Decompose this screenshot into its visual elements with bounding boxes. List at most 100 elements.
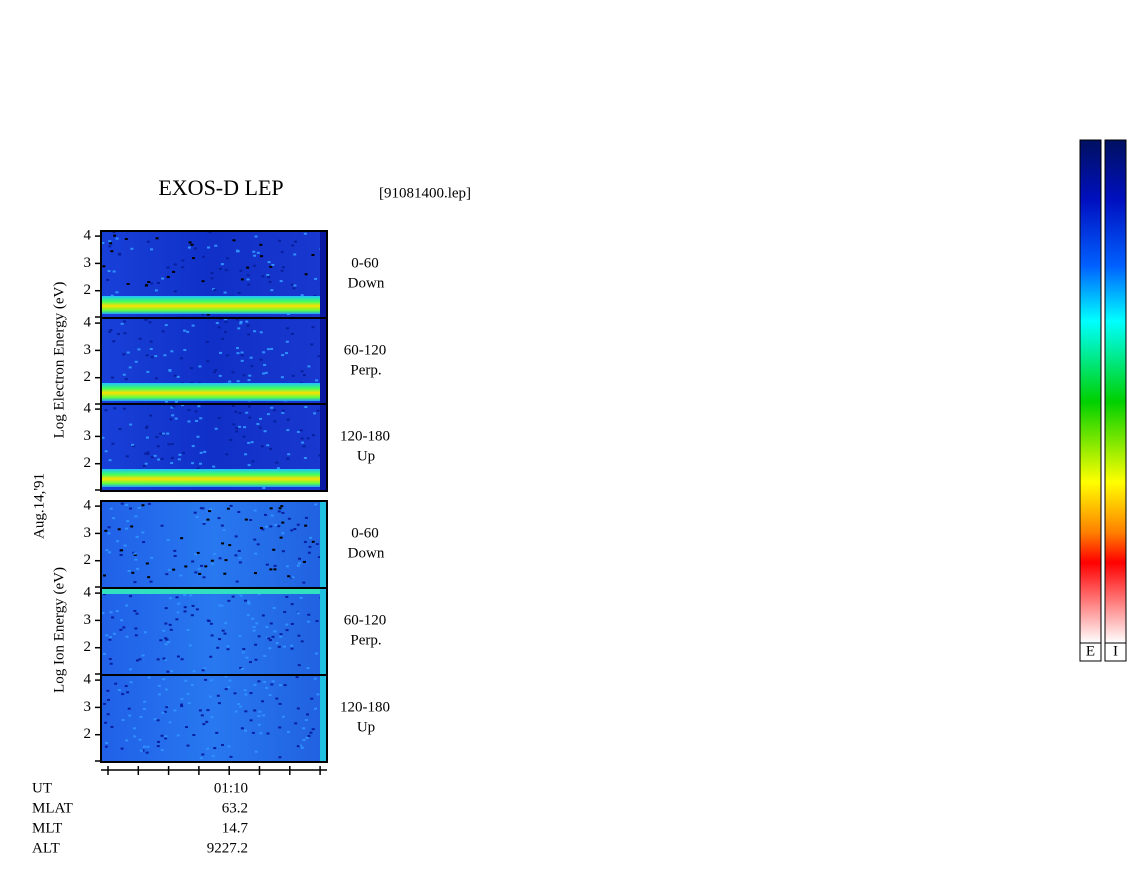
spectrogram-pixel [250, 441, 254, 444]
spectrogram-pixel [113, 234, 117, 237]
spectrogram-pixel [239, 322, 243, 325]
spectrogram-pixel [157, 693, 161, 696]
spectrogram-pixel [210, 716, 214, 719]
spectrogram-pixel [216, 646, 220, 649]
y-tick-label: 4 [84, 498, 92, 514]
spectrogram-pixel [311, 253, 315, 256]
spectrogram-pixel [150, 456, 154, 459]
spectrogram-pixel [170, 670, 174, 673]
spectrogram-pixel [206, 747, 210, 750]
spectrogram-pixel [264, 525, 268, 528]
spectrogram-pixel [232, 423, 236, 426]
spectrogram-pixel [208, 231, 212, 234]
spectrogram-pixel [242, 374, 246, 377]
spectrogram-pixel [111, 616, 115, 619]
spectrogram-pixel [156, 445, 160, 448]
direction-label: Up [357, 448, 375, 464]
spectrogram-pixel [196, 467, 200, 470]
spectrogram-pixel [248, 374, 252, 377]
spectrogram-pixel [252, 250, 256, 253]
spectrogram-edge [320, 501, 327, 588]
spectrogram-pixel [198, 572, 202, 575]
spectrogram-pixel [272, 607, 276, 610]
spectrogram-pixel [311, 326, 315, 329]
spectrogram-pixel [164, 637, 168, 640]
spectrogram-pixel [313, 412, 317, 415]
spectrogram-pixel [202, 522, 206, 525]
spectrogram-pixel [149, 580, 153, 583]
spectrogram-pixel [137, 506, 141, 509]
spectrogram-pixel [145, 318, 149, 321]
spectrogram-pixel [232, 239, 236, 242]
spectrogram-pixel [195, 608, 199, 611]
spectrogram-pixel [280, 376, 284, 379]
spectrogram-pixel [122, 320, 126, 323]
spectrogram-pixel [134, 627, 138, 630]
spectrogram-pixel [146, 451, 150, 454]
spectrogram-pixel [278, 702, 282, 705]
colorbar-label-box [1079, 642, 1102, 662]
spectrogram-pixel [253, 683, 257, 686]
spectrogram-pixel [164, 607, 168, 610]
spectrogram-pixel [170, 456, 174, 459]
spectrogram-pixel [242, 648, 246, 651]
spectrogram-pixel [261, 275, 265, 278]
spectrogram-pixel [205, 340, 209, 343]
spectrogram-pixel [170, 462, 174, 465]
spectrogram-pixel [102, 652, 106, 655]
spectrogram-pixel [297, 562, 301, 565]
spectrogram-pixel [134, 515, 138, 518]
spectrogram-pixel [294, 240, 298, 243]
spectrogram-pixel [223, 331, 227, 334]
spectrogram-pixel [276, 467, 280, 470]
spectrogram-pixel [245, 320, 249, 323]
spectrogram-pixel [160, 749, 164, 752]
spectrogram-pixel [133, 735, 137, 738]
spectrogram-pixel [141, 504, 145, 507]
spectrogram-pixel [236, 352, 240, 355]
y-tick-label: 3 [84, 428, 92, 444]
spectrogram-pixel [307, 551, 311, 554]
spectrogram-pixel [246, 278, 250, 281]
spectrogram-pixel [269, 622, 273, 625]
direction-label: Up [357, 719, 375, 735]
spectrogram-pixel [166, 275, 170, 278]
spectrogram-pixel [144, 462, 148, 465]
spectrogram-pixel [240, 727, 244, 730]
spectrogram-pixel [209, 679, 213, 682]
spectrogram-pixel [186, 629, 190, 632]
spectrogram-pixel [114, 682, 118, 685]
spectrogram-pixel [281, 409, 285, 412]
spectrogram-pixel [293, 253, 297, 256]
spectrogram-pixel [302, 727, 306, 730]
spectrogram-pixel [153, 718, 157, 721]
spectrogram-pixel [130, 525, 134, 528]
spectrogram-pixel [164, 735, 168, 738]
spectrogram-pixel [237, 291, 241, 294]
spectrogram-pixel [115, 540, 119, 543]
spectrogram-pixel [201, 669, 205, 672]
spectrogram-pixel [147, 281, 151, 284]
spectrogram-pixel [186, 744, 190, 747]
spectrogram-pixel [244, 518, 248, 521]
spectrogram-pixel [270, 683, 274, 686]
spectrogram-pixel [254, 643, 258, 646]
spectrogram-pixel [237, 425, 241, 428]
direction-label: Perp. [350, 362, 381, 378]
spectrogram-pixel [304, 719, 308, 722]
spectrogram-pixel [108, 459, 112, 462]
spectrogram-pixel [193, 511, 197, 514]
spectrogram-pixel [116, 333, 120, 336]
spectrogram-pixel [120, 322, 124, 325]
spectrogram-pixel [173, 263, 177, 266]
spectrogram-pixel [279, 635, 283, 638]
spectrogram-pixel [202, 255, 206, 258]
spectrogram-pixel [268, 694, 272, 697]
spectrogram-pixel [198, 709, 202, 712]
spectrogram-pixel [287, 575, 291, 578]
spectrogram-pixel [166, 266, 170, 269]
spectrogram-pixel [300, 437, 304, 440]
spectrogram-pixel [155, 436, 159, 439]
spectrogram-pixel [296, 707, 300, 710]
spectrogram-pixel [239, 320, 243, 323]
